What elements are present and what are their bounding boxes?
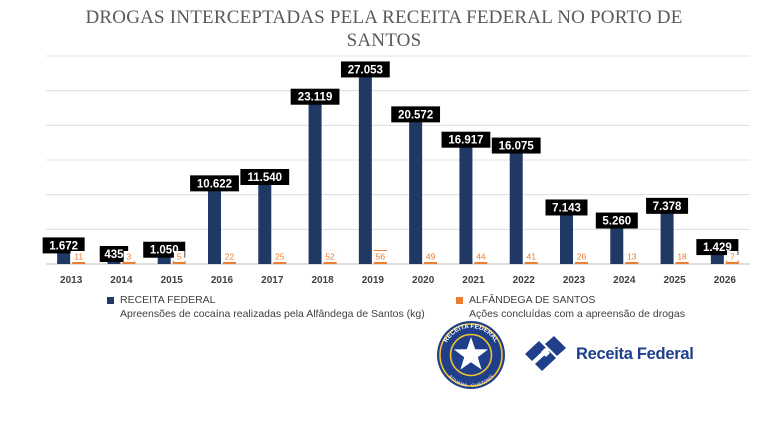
receita-federal-logo-text: Receita Federal <box>576 344 694 363</box>
data-label-receita-federal-2013: 1.672 <box>42 237 85 254</box>
data-label-text-receita-federal-2020: 20.572 <box>398 109 433 121</box>
bar-receita-federal-2025 <box>660 212 674 264</box>
bar-receita-federal-2020 <box>409 121 423 265</box>
legend-swatch-receita-federal <box>107 296 114 304</box>
receita-federal-logo: Receita Federal <box>522 335 694 373</box>
bar-alfandega-2014 <box>122 261 136 264</box>
data-label-receita-federal-2021: 16.917 <box>441 131 491 148</box>
data-label-text-receita-federal-2018: 23.119 <box>298 92 333 104</box>
legend-desc-alfandega-santos: Ações concluídas com a apreensão de drog… <box>469 308 685 320</box>
data-label-alfandega-2021: 44 <box>472 251 490 262</box>
x-tick-label-2023: 2023 <box>563 275 586 286</box>
data-label-text-alfandega-2019: 56 <box>376 252 386 262</box>
x-tick-label-2020: 2020 <box>412 275 435 286</box>
receita-federal-logo-icon <box>525 336 566 371</box>
data-label-alfandega-2025: 18 <box>673 251 691 262</box>
legend-alfandega-santos: ALFÂNDEGA DE SANTOS Ações concluídas com… <box>456 293 685 322</box>
data-label-text-receita-federal-2023: 7.143 <box>552 202 581 214</box>
bar-receita-federal-2019 <box>358 76 372 265</box>
legend-swatch-alfandega-santos <box>456 296 463 304</box>
data-label-alfandega-2016: 22 <box>221 251 238 262</box>
bar-receita-federal-2018 <box>308 103 322 264</box>
data-label-text-alfandega-2015: 5 <box>177 252 182 262</box>
x-tick-label-2017: 2017 <box>261 275 284 286</box>
data-label-alfandega-2018: 52 <box>321 251 339 262</box>
data-label-receita-federal-2016: 10.622 <box>190 175 239 192</box>
legend-label-receita-federal: RECEITA FEDERAL <box>120 294 216 306</box>
data-label-alfandega-2024: 13 <box>623 251 640 262</box>
data-label-receita-federal-2023: 7.143 <box>545 199 588 216</box>
data-label-text-receita-federal-2019: 27.053 <box>348 64 383 76</box>
x-tick-label-2018: 2018 <box>311 275 334 286</box>
x-tick-label-2014: 2014 <box>110 275 133 286</box>
data-label-receita-federal-2019: 27.053 <box>340 61 390 78</box>
data-label-text-alfandega-2024: 13 <box>627 252 637 262</box>
bar-receita-federal-2024 <box>610 227 624 264</box>
x-tick-label-2013: 2013 <box>60 275 83 286</box>
data-label-receita-federal-2018: 23.119 <box>290 88 340 105</box>
data-label-text-receita-federal-2015: 1.050 <box>150 245 179 257</box>
data-label-text-receita-federal-2021: 16.917 <box>448 135 483 147</box>
data-label-receita-federal-2020: 20.572 <box>391 106 441 123</box>
legend-desc-receita-federal: Apreensões de cocaína realizadas pela Al… <box>120 308 425 320</box>
bar-receita-federal-2023 <box>560 214 573 264</box>
receita-federal-emblem: RECEITA FEDERAL ADUANA · CUSTOMS <box>437 321 505 389</box>
data-label-text-alfandega-2013: 11 <box>74 252 83 262</box>
data-label-text-receita-federal-2014: 435 <box>104 249 124 261</box>
data-label-text-alfandega-2016: 22 <box>225 252 235 262</box>
data-label-text-receita-federal-2016: 10.622 <box>197 178 232 190</box>
x-tick-label-2015: 2015 <box>161 275 184 286</box>
data-label-text-receita-federal-2022: 16.075 <box>499 141 535 153</box>
x-tick-label-2016: 2016 <box>211 275 234 286</box>
bar-alfandega-2015 <box>172 260 186 264</box>
data-label-text-receita-federal-2025: 7.378 <box>653 201 682 213</box>
data-label-text-receita-federal-2024: 5.260 <box>602 216 631 228</box>
data-label-receita-federal-2022: 16.075 <box>491 137 541 154</box>
bar-receita-federal-2021 <box>459 146 473 264</box>
x-tick-label-2021: 2021 <box>462 275 485 286</box>
legend-receita-federal: RECEITA FEDERAL Apreensões de cocaína re… <box>107 293 425 322</box>
x-tick-label-2022: 2022 <box>513 275 536 286</box>
bar-receita-federal-2014 <box>107 260 121 264</box>
data-label-text-alfandega-2023: 26 <box>577 252 587 262</box>
bar-receita-federal-2016 <box>208 190 221 264</box>
data-label-text-receita-federal-2026: 1.429 <box>703 242 732 254</box>
data-label-text-alfandega-2017: 25 <box>275 252 285 262</box>
x-tick-label-2019: 2019 <box>362 275 385 286</box>
data-label-text-alfandega-2018: 52 <box>325 252 335 262</box>
data-label-alfandega-2023: 26 <box>573 251 590 262</box>
data-label-text-alfandega-2014: 3 <box>127 252 132 262</box>
data-label-alfandega-2019: 56 <box>372 251 389 262</box>
bar-alfandega-2026 <box>725 260 739 264</box>
data-label-alfandega-2017: 25 <box>271 251 288 262</box>
bar-receita-federal-2022 <box>509 152 523 264</box>
data-label-text-alfandega-2026: 7 <box>730 252 735 262</box>
data-label-receita-federal-2017: 11.540 <box>240 168 290 185</box>
bar-receita-federal-2015 <box>157 256 171 264</box>
data-label-text-alfandega-2022: 41 <box>526 252 536 262</box>
data-label-text-alfandega-2021: 44 <box>476 252 486 262</box>
bar-receita-federal-2013 <box>57 252 71 264</box>
chart-title: DROGAS INTERCEPTADAS PELA RECEITA FEDERA… <box>85 7 683 51</box>
bar-receita-federal-2026 <box>710 254 724 264</box>
data-label-alfandega-2015: 5 <box>173 251 185 262</box>
legend-label-alfandega-santos: ALFÂNDEGA DE SANTOS <box>469 294 596 306</box>
data-label-receita-federal-2024: 5.260 <box>595 212 638 229</box>
data-label-alfandega-2013: 11 <box>70 251 87 262</box>
data-label-receita-federal-2014: 435 <box>99 245 129 262</box>
x-tick-label-2025: 2025 <box>663 275 686 286</box>
data-label-receita-federal-2025: 7.378 <box>646 197 689 214</box>
data-label-text-alfandega-2025: 18 <box>677 252 687 262</box>
data-label-text-receita-federal-2017: 11.540 <box>248 172 283 184</box>
x-tick-label-2026: 2026 <box>714 275 737 286</box>
bar-receita-federal-2017 <box>258 183 272 264</box>
data-label-text-alfandega-2020: 49 <box>426 252 436 262</box>
x-tick-label-2024: 2024 <box>613 275 636 286</box>
data-label-text-receita-federal-2013: 1.672 <box>49 240 78 252</box>
data-label-alfandega-2026: 7 <box>727 251 738 262</box>
data-label-alfandega-2014: 3 <box>123 251 135 262</box>
data-label-alfandega-2020: 49 <box>422 251 439 262</box>
data-label-alfandega-2022: 41 <box>523 251 540 262</box>
